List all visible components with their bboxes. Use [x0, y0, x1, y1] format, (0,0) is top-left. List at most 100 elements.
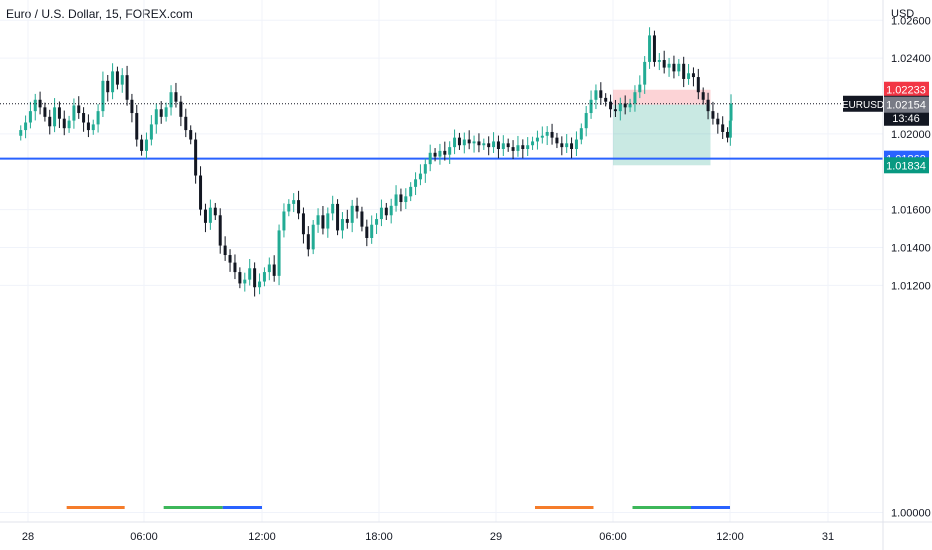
candle-body [258, 281, 262, 288]
candle-body [233, 262, 237, 273]
y-tick-label: 1.01600 [891, 205, 931, 217]
candle-body [511, 147, 515, 151]
candle-body [111, 71, 115, 93]
candle-body [516, 145, 520, 151]
candle-body [101, 80, 105, 112]
candle-body [691, 73, 695, 78]
candle-body [24, 122, 28, 131]
candle-body [531, 141, 535, 146]
candle-body [560, 143, 564, 148]
candle-body [545, 131, 549, 136]
candle-body [555, 137, 559, 144]
candle-body [613, 109, 617, 112]
candle-body [238, 272, 242, 284]
candle-body [223, 245, 227, 256]
candle-body [282, 211, 286, 231]
candle-body [331, 203, 335, 214]
candle-body [729, 103, 733, 121]
candle-body [609, 101, 613, 110]
y-tick-label: 1.01400 [891, 242, 931, 254]
currency-label: USD [891, 8, 914, 20]
x-tick-label: 28 [22, 531, 34, 543]
target-price-tag-bg [884, 157, 929, 174]
candle-body [228, 255, 232, 263]
candle-body [501, 143, 505, 150]
candle-body [672, 63, 676, 72]
candle-body [443, 150, 447, 155]
candle-body [604, 97, 608, 102]
candle-body [721, 124, 725, 132]
candle-body [370, 224, 374, 238]
target-price-tag: 1.01834 [886, 160, 926, 172]
symbol-label-bg [843, 95, 883, 112]
candle-body [267, 264, 271, 273]
candle-body [194, 139, 198, 176]
candle-body [135, 113, 139, 140]
x-tick-label: 31 [822, 531, 834, 543]
candle-body [648, 35, 652, 62]
candle-body [297, 200, 301, 214]
candle-body [292, 200, 296, 204]
candle-body [526, 145, 530, 150]
candle-body [91, 124, 95, 131]
candle-body [77, 105, 81, 114]
candle-body [428, 152, 432, 165]
position-risk-zone [613, 89, 711, 105]
candle-body [379, 207, 383, 220]
candle-body [438, 150, 442, 157]
session-marker [222, 506, 262, 509]
candle-body [521, 145, 525, 150]
candle-body [482, 143, 486, 146]
candle-body [272, 264, 276, 276]
candle-body [277, 230, 281, 276]
candle-body [423, 164, 427, 174]
candle-body [72, 105, 76, 121]
x-tick-label: 29 [490, 531, 502, 543]
position-reward-zone [613, 104, 711, 166]
y-tick-label: 1.02000 [891, 129, 931, 141]
candle-body [472, 141, 476, 144]
candle-body [599, 90, 603, 98]
candle-body [652, 35, 656, 62]
candle-body [326, 213, 330, 229]
candle-body [120, 75, 124, 85]
y-tick-label: 1.02400 [891, 53, 931, 65]
candle-body [643, 61, 647, 85]
candle-body [154, 109, 158, 125]
stop-price-tag-bg [884, 81, 929, 98]
candle-body [248, 268, 252, 280]
candle-body [96, 111, 100, 125]
x-tick-label: 06:00 [130, 531, 158, 543]
candle-body [462, 139, 466, 146]
session-marker [691, 506, 730, 509]
candle-body [149, 124, 153, 140]
candle-body [360, 211, 364, 227]
candle-body [350, 205, 354, 223]
candle-body [355, 205, 359, 212]
candle-body [38, 99, 42, 108]
candle-body [53, 107, 57, 127]
candle-body [467, 139, 471, 144]
session-marker [163, 506, 223, 509]
candle-body [184, 116, 188, 131]
candle-body [199, 175, 203, 210]
candle-body [33, 99, 37, 112]
candle-body [82, 113, 86, 123]
candle-body [682, 63, 686, 79]
x-tick-label: 12:00 [248, 531, 276, 543]
y-tick-label: 1.00000 [891, 508, 931, 520]
candle-body [535, 137, 539, 142]
session-marker [66, 506, 125, 509]
candle-body [306, 234, 310, 250]
candle-body [106, 80, 110, 93]
x-tick-label: 18:00 [365, 531, 393, 543]
candle-body [540, 135, 544, 138]
candle-body [404, 196, 408, 203]
candle-body [706, 99, 710, 112]
session-marker [535, 506, 594, 509]
symbol-label: EURUSD [842, 100, 884, 111]
candle-body [43, 107, 47, 117]
candle-body [345, 219, 349, 223]
